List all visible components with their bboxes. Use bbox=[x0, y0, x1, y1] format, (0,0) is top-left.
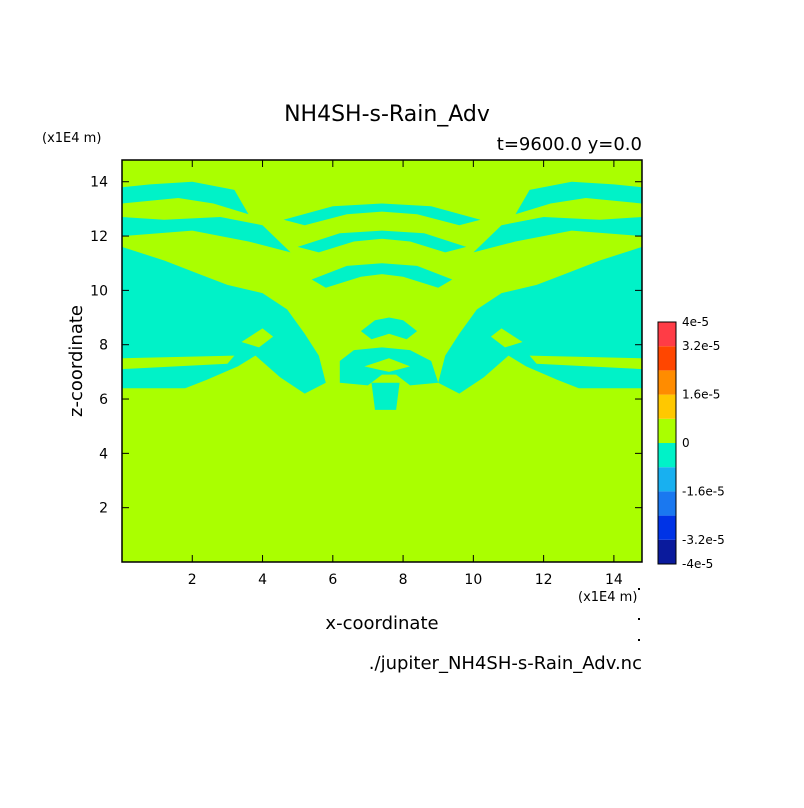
negative-region-top-arc bbox=[283, 203, 481, 226]
negative-region-mid-arc bbox=[311, 263, 453, 288]
y-axis: 2 4 6 8 10 12 14 bbox=[90, 175, 642, 517]
colorbar-label: -1.6e-5 bbox=[682, 484, 725, 498]
negative-region-center-stem bbox=[371, 382, 400, 410]
x-tick-label: 6 bbox=[328, 572, 337, 588]
y-tick-label: 6 bbox=[99, 392, 108, 408]
y-tick-label: 14 bbox=[90, 175, 108, 191]
negative-region-upper-band-left bbox=[122, 217, 291, 253]
chart-title: NH4SH-s-Rain_Adv bbox=[284, 102, 490, 127]
negative-region-center-cap bbox=[360, 317, 418, 340]
colorbar-label: 4e-5 bbox=[682, 315, 709, 329]
negative-region-upper-arc bbox=[297, 230, 467, 253]
y-axis-label: z-coordinate bbox=[66, 305, 87, 417]
colorbar-segment bbox=[658, 467, 676, 492]
inner-region-left-eye bbox=[241, 328, 274, 348]
y-tick-label: 2 bbox=[99, 501, 108, 517]
colorbar-frame bbox=[657, 321, 677, 565]
negative-region-top-band-right bbox=[515, 181, 642, 215]
negative-region-right-inner-streak bbox=[480, 298, 586, 323]
inner-region-left-strip bbox=[122, 355, 235, 370]
colorbar-segment bbox=[658, 491, 676, 516]
colorbar-segment bbox=[658, 418, 676, 443]
y-tick-label: 8 bbox=[99, 338, 108, 354]
colorbar-segment bbox=[658, 346, 676, 371]
y-tick-label: 4 bbox=[99, 446, 108, 462]
plot-frame bbox=[121, 159, 643, 563]
y-tick-label: 12 bbox=[90, 229, 108, 245]
chart-subtitle: t=9600.0 y=0.0 bbox=[497, 134, 642, 155]
inner-region-right-strip bbox=[529, 355, 642, 370]
x-unit-label: (x1E4 m) bbox=[578, 590, 637, 605]
y-unit-label: (x1E4 m) bbox=[42, 131, 101, 146]
colorbar-segment bbox=[658, 322, 676, 347]
x-tick-label: 4 bbox=[258, 572, 267, 588]
colorbar-segment bbox=[658, 443, 676, 468]
negative-region-left-lobe bbox=[122, 246, 326, 394]
colorbar: 4e-5 3.2e-5 1.6e-5 0 -1.6e-5 -3.2e-5 -4e-5 bbox=[657, 315, 725, 571]
colorbar-segment bbox=[658, 370, 676, 395]
negative-region-left-inner-streak bbox=[178, 298, 284, 323]
x-axis-label: x-coordinate bbox=[325, 613, 438, 634]
negative-region-right-lobe bbox=[438, 246, 642, 394]
colorbar-label: 3.2e-5 bbox=[682, 339, 720, 353]
x-tick-label: 12 bbox=[535, 572, 553, 588]
x-tick-label: 14 bbox=[605, 572, 623, 588]
colorbar-segment bbox=[658, 539, 676, 564]
source-file-label: ./jupiter_NH4SH-s-Rain_Adv.nc bbox=[369, 653, 642, 674]
decorative-marks bbox=[638, 588, 640, 641]
x-tick-label: 2 bbox=[188, 572, 197, 588]
inner-region-center-gap bbox=[364, 358, 411, 372]
inner-region-right-eye bbox=[490, 328, 523, 348]
colorbar-label: 1.6e-5 bbox=[682, 388, 720, 402]
x-tick-label: 8 bbox=[399, 572, 408, 588]
colorbar-label: -4e-5 bbox=[682, 557, 713, 571]
colorbar-label: -3.2e-5 bbox=[682, 533, 725, 547]
y-tick-label: 10 bbox=[90, 283, 108, 299]
plot-area bbox=[121, 159, 643, 563]
negative-region-top-band-left bbox=[122, 181, 249, 215]
colorbar-segment bbox=[658, 394, 676, 419]
x-tick-label: 10 bbox=[464, 572, 482, 588]
colorbar-label: 0 bbox=[682, 436, 690, 450]
negative-region-upper-band-right bbox=[473, 217, 642, 253]
x-axis: 2 4 6 8 10 12 14 bbox=[188, 160, 623, 588]
colorbar-segment bbox=[658, 515, 676, 540]
